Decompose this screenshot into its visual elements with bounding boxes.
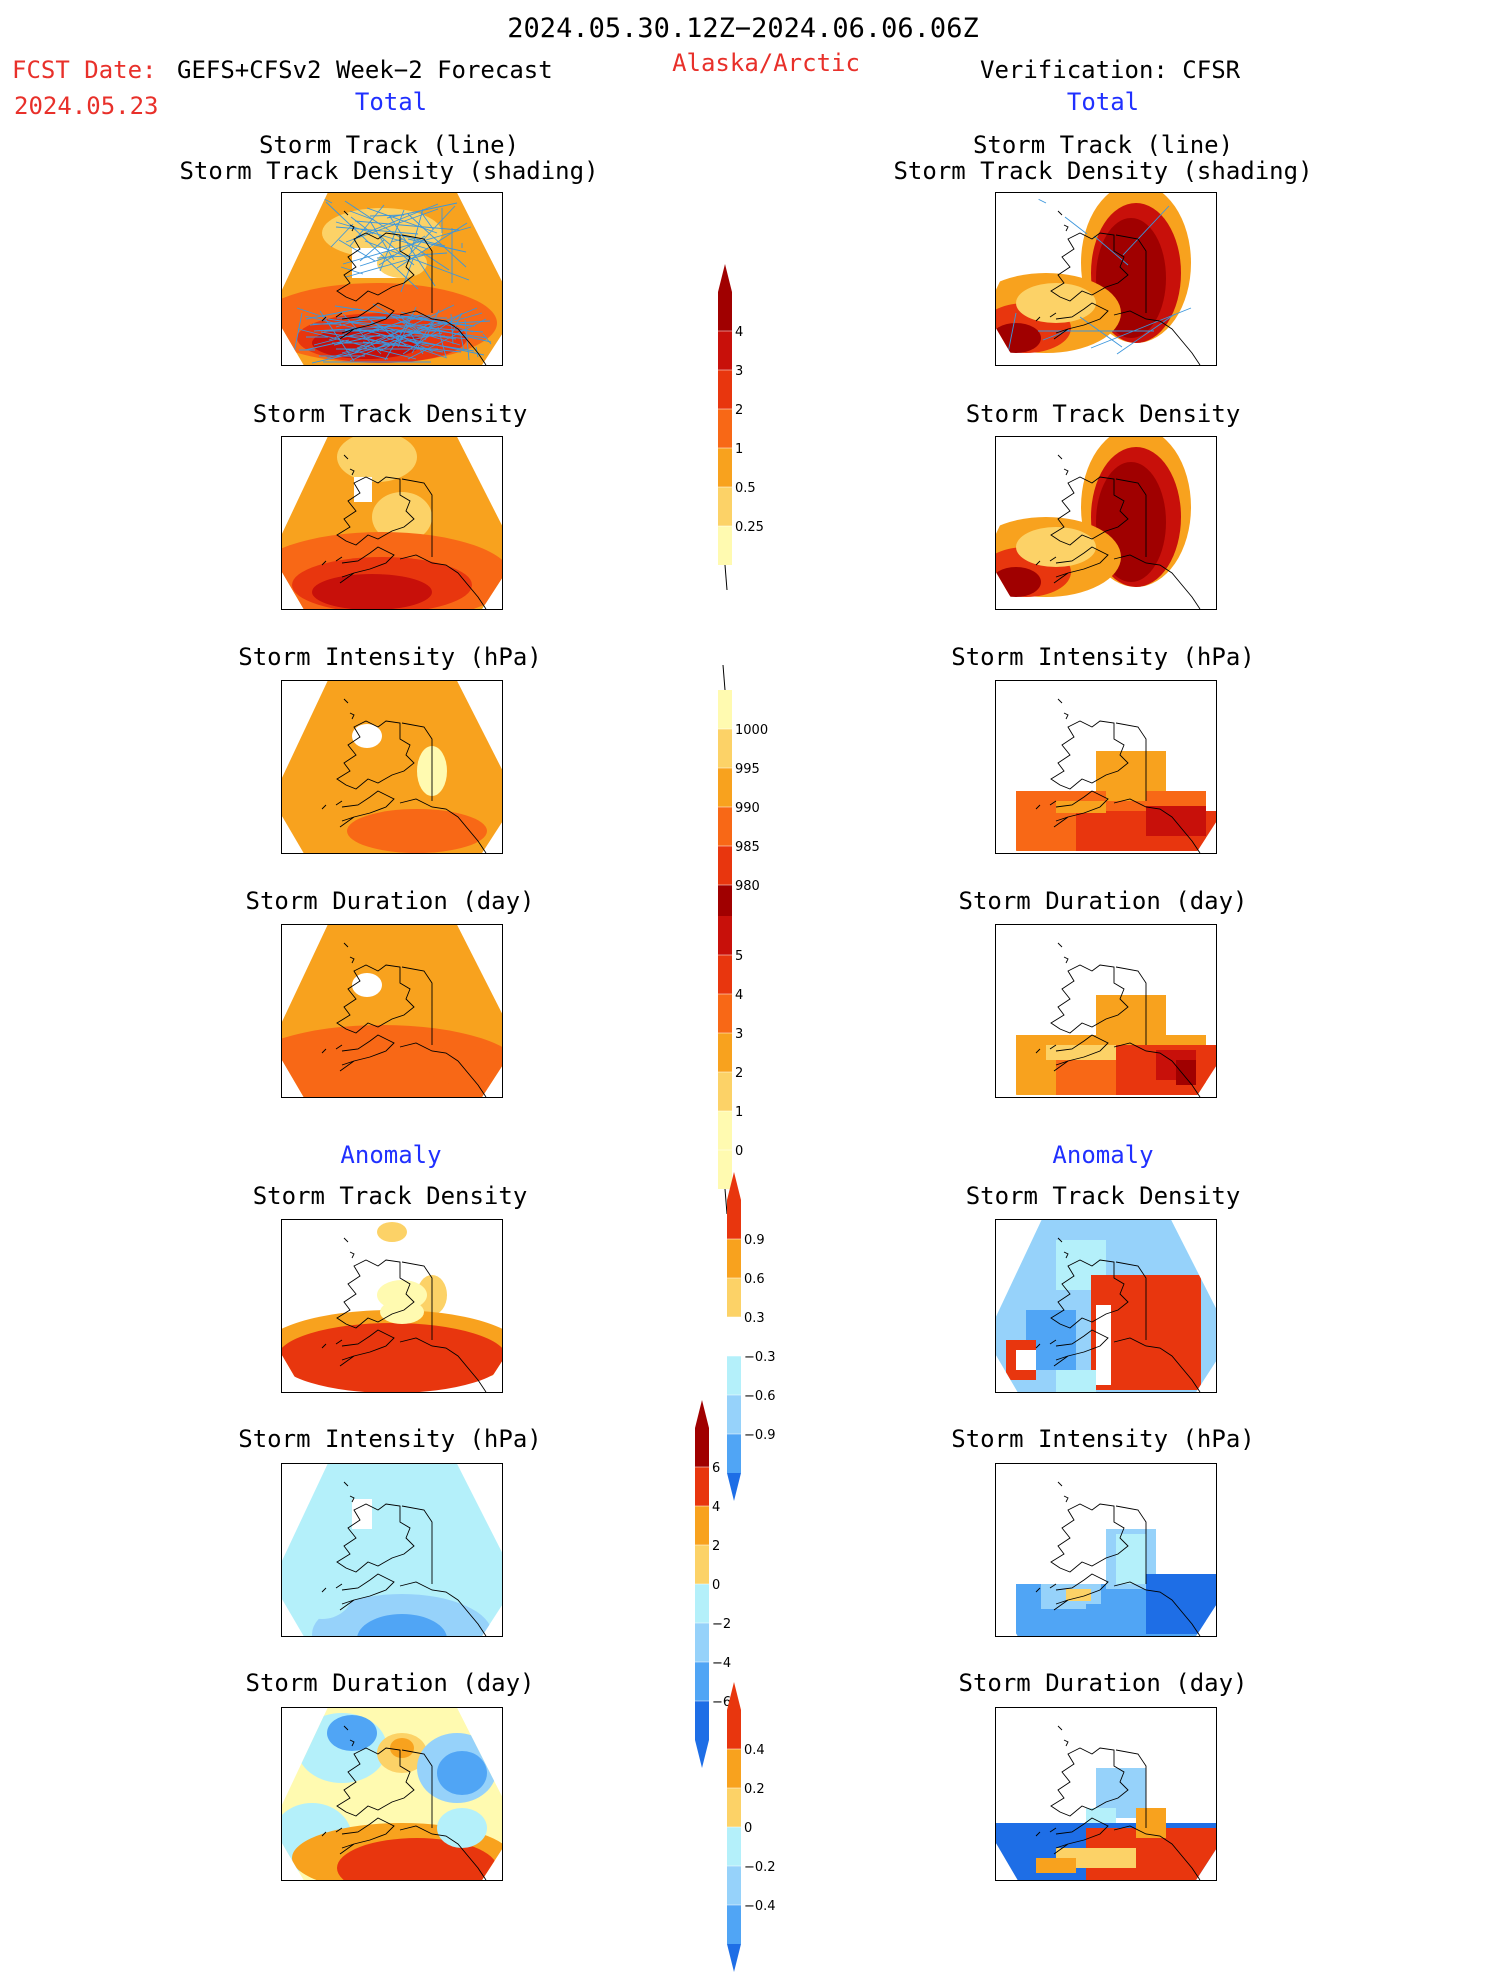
colorbar-tick-label: 990 [735, 801, 760, 816]
title-track-density-left: Storm Track Density [252, 400, 528, 428]
map-verif-track [995, 192, 1217, 366]
title-anom-intensity-left: Storm Intensity (hPa) [238, 1425, 542, 1453]
title-anom-track-density-left: Storm Track Density [252, 1182, 528, 1210]
colorbar-tick-label: 0.9 [744, 1233, 765, 1248]
colorbar-duration-anomaly: 0.4 0.2 0 −0.2 −0.4 [727, 1680, 801, 1978]
colorbar-tick-label: 5 [735, 949, 743, 964]
colorbar-tick-label: 1 [735, 1105, 743, 1120]
colorbar-tick-label: −0.4 [744, 1899, 776, 1914]
fcst-model: GEFS+CFSv2 Week−2 Forecast [177, 56, 553, 84]
colorbar-tick-label: −0.9 [744, 1428, 776, 1443]
fcst-label: FCST Date: [12, 56, 157, 84]
colorbar-tick-label: −0.3 [744, 1350, 776, 1365]
map-verif-anom-density [995, 1219, 1217, 1393]
colorbar-tick-label: 4 [735, 325, 743, 340]
colorbar-tick-label: 3 [735, 1027, 743, 1042]
map-fcst-anom-duration [281, 1707, 503, 1881]
title-track-density-shading-left: Storm Track Density (shading) [179, 157, 599, 185]
title-track-line-left: Storm Track (line) [258, 131, 520, 159]
colorbar-tick-label: 2 [735, 1066, 743, 1081]
colorbar-tick-label: −2 [712, 1617, 731, 1632]
colorbar-tick-label: 2 [735, 403, 743, 418]
section-anomaly-left: Anomaly [340, 1141, 442, 1169]
map-verif-anom-duration [995, 1707, 1217, 1881]
colorbar-duration-total: 5 4 3 2 1 0 [718, 886, 792, 1223]
colorbar-tick-label: −4 [712, 1656, 731, 1671]
title-duration-left: Storm Duration (day) [245, 887, 535, 915]
section-anomaly-right: Anomaly [1052, 1141, 1154, 1169]
colorbar-tick-label: 0.3 [744, 1311, 765, 1326]
colorbar-tick-label: −0.2 [744, 1860, 776, 1875]
map-verif-anom-intensity [995, 1463, 1217, 1637]
colorbar-intensity-anomaly: 6 4 2 0 −2 −4 −6 [695, 1398, 769, 1774]
title-anom-duration-left: Storm Duration (day) [245, 1669, 535, 1697]
colorbar-tick-label: 4 [735, 988, 743, 1003]
colorbar-density-total: 4 3 2 1 0.5 0.25 [718, 262, 792, 599]
colorbar-tick-label: 980 [735, 879, 760, 894]
map-fcst-track [281, 192, 503, 366]
region-title: Alaska/Arctic [672, 49, 860, 77]
colorbar-tick-label: 0 [744, 1821, 752, 1836]
map-verif-density [995, 436, 1217, 610]
colorbar-tick-label: 0.4 [744, 1743, 765, 1758]
title-duration-right: Storm Duration (day) [958, 887, 1248, 915]
colorbar-tick-label: −6 [712, 1695, 731, 1710]
colorbar-tick-label: 0.25 [735, 520, 764, 535]
colorbar-tick-label: −0.6 [744, 1389, 776, 1404]
map-fcst-anom-density [281, 1219, 503, 1393]
map-fcst-duration [281, 924, 503, 1098]
map-verif-duration [995, 924, 1217, 1098]
title-intensity-right: Storm Intensity (hPa) [951, 643, 1255, 671]
colorbar-density-anomaly: 0.9 0.6 0.3 −0.3 −0.6 −0.9 [727, 1170, 801, 1507]
colorbar-tick-label: 985 [735, 840, 760, 855]
colorbar-tick-label: 0.6 [744, 1272, 765, 1287]
title-track-line-right: Storm Track (line) [972, 131, 1234, 159]
section-total-right: Total [1066, 88, 1140, 116]
colorbar-tick-label: 1000 [735, 723, 768, 738]
title-intensity-left: Storm Intensity (hPa) [238, 643, 542, 671]
period-title: 2024.05.30.12Z−2024.06.06.06Z [507, 13, 979, 44]
title-anom-track-density-right: Storm Track Density [965, 1182, 1241, 1210]
colorbar-tick-label: 4 [712, 1500, 720, 1515]
colorbar-tick-label: 0.5 [735, 481, 756, 496]
fcst-date: 2024.05.23 [14, 92, 159, 120]
colorbar-tick-label: 1 [735, 442, 743, 457]
title-anom-intensity-right: Storm Intensity (hPa) [951, 1425, 1255, 1453]
title-track-density-shading-right: Storm Track Density (shading) [893, 157, 1313, 185]
title-track-density-right: Storm Track Density [965, 400, 1241, 428]
section-total-left: Total [354, 88, 428, 116]
map-verif-intensity [995, 680, 1217, 854]
title-anom-duration-right: Storm Duration (day) [958, 1669, 1248, 1697]
colorbar-tick-label: 995 [735, 762, 760, 777]
map-fcst-density [281, 436, 503, 610]
colorbar-tick-label: 0 [712, 1578, 720, 1593]
colorbar-tick-label: 6 [712, 1461, 720, 1476]
colorbar-tick-label: 0 [735, 1144, 743, 1159]
colorbar-tick-label: 3 [735, 364, 743, 379]
colorbar-tick-label: 2 [712, 1539, 720, 1554]
verification-label: Verification: CFSR [980, 56, 1241, 84]
map-fcst-anom-intensity [281, 1463, 503, 1637]
map-fcst-intensity [281, 680, 503, 854]
colorbar-tick-label: 0.2 [744, 1782, 765, 1797]
